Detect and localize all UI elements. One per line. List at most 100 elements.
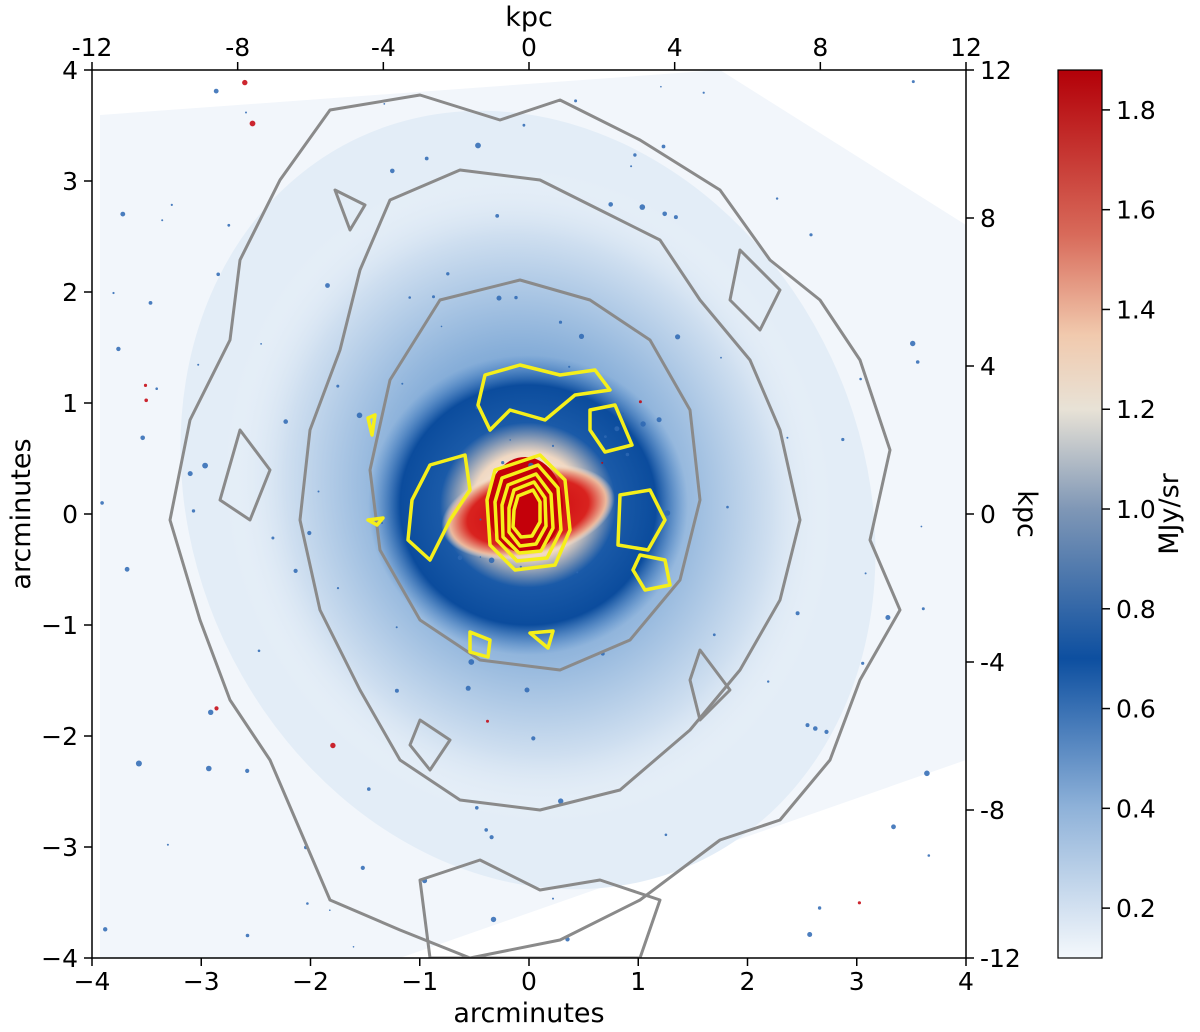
star (558, 320, 563, 324)
star (383, 103, 386, 105)
star (479, 556, 482, 558)
star (509, 439, 512, 441)
x-tick-label: −3 (183, 967, 220, 996)
star (283, 419, 289, 424)
star (726, 505, 729, 509)
star (120, 211, 126, 217)
star (924, 770, 930, 777)
star (143, 383, 148, 387)
colorbar-ticks: 0.2 0.4 0.6 0.8 1.0 1.2 1.4 1.6 1.8 (1102, 96, 1156, 923)
star (213, 88, 219, 94)
yellow-contour-core-4 (507, 480, 548, 548)
star (479, 518, 482, 521)
star (325, 283, 330, 288)
gray-contour-small-3 (408, 718, 452, 772)
kpc-right-tick-label: -12 (980, 944, 1021, 973)
yellow-contour-north-arm (476, 363, 612, 432)
gray-contours (168, 93, 902, 958)
star (576, 571, 579, 574)
star (197, 363, 200, 366)
colorbar-label: MJy/sr (1154, 472, 1185, 554)
star (531, 736, 536, 741)
star (390, 168, 395, 174)
star (859, 377, 862, 381)
star (395, 626, 398, 629)
kpc-top-tick-label: 0 (521, 33, 537, 62)
y-tick-label: 4 (62, 56, 78, 85)
y-tick-label: 1 (62, 389, 78, 418)
star (630, 165, 633, 168)
star (660, 85, 662, 88)
y-axis-right-kpc: -12 -8 -4 0 4 8 12 (966, 56, 1021, 973)
star (424, 156, 429, 161)
star (475, 142, 481, 149)
yellow-contour-core-5 (511, 488, 542, 539)
star (330, 742, 336, 749)
y-axis-left: −4 −3 −2 −1 0 1 2 3 4 (41, 56, 92, 973)
star (329, 909, 331, 911)
yellow-contour-south-knot-1 (468, 630, 492, 659)
kpc-top-tick-label: 8 (812, 33, 828, 62)
y-tick-label: 3 (62, 167, 78, 196)
colorbar-tick-label: 1.2 (1116, 395, 1156, 424)
star (911, 80, 915, 84)
kpc-right-tick-label: -8 (980, 796, 1005, 825)
star (656, 417, 662, 423)
y-tick-label: 2 (62, 278, 78, 307)
star (214, 706, 219, 711)
kpc-top-tick-label: -12 (72, 33, 113, 62)
y-tick-label: −4 (41, 944, 78, 973)
star (166, 843, 169, 846)
y-tick-label: −3 (41, 833, 78, 862)
colorbar-tick-label: 0.4 (1116, 794, 1156, 823)
star (551, 444, 555, 447)
star (664, 833, 668, 837)
star (245, 933, 250, 938)
star (144, 398, 148, 403)
kpc-right-tick-label: 4 (980, 352, 996, 381)
star (100, 501, 104, 505)
y-tick-label: −2 (41, 722, 78, 751)
star (522, 123, 526, 127)
yellow-contour-southeast-knot (631, 553, 672, 592)
colorbar-tick-label: 1.4 (1116, 295, 1156, 324)
x-tick-label: 0 (521, 967, 537, 996)
star (639, 204, 646, 210)
x-tick-label: −1 (401, 967, 438, 996)
gray-contour-west-patch (218, 428, 272, 522)
star (891, 824, 896, 830)
colorbar-tick-label: 0.8 (1116, 595, 1156, 624)
star (767, 680, 770, 683)
star (702, 91, 705, 94)
star (440, 325, 443, 328)
star (864, 572, 867, 575)
star (558, 798, 564, 804)
colorbar-tick-label: 0.2 (1116, 894, 1156, 923)
yellow-contour-east-knot (588, 403, 634, 454)
star (915, 360, 920, 364)
star (135, 760, 142, 767)
colorbar-tick-label: 0.6 (1116, 695, 1156, 724)
kpc-right-tick-label: 12 (980, 56, 1012, 85)
gray-contour-inner (368, 278, 702, 672)
star (124, 566, 130, 572)
star (484, 828, 489, 832)
right-axis-label: kpc (1011, 490, 1042, 538)
star (260, 343, 262, 345)
kpc-right-tick-label: -4 (980, 648, 1005, 677)
star (490, 916, 497, 923)
star (614, 426, 620, 432)
x-tick-label: 3 (849, 967, 865, 996)
yellow-contour-tiny-west (366, 413, 377, 437)
star (317, 490, 320, 493)
star (367, 787, 371, 791)
star (306, 902, 309, 905)
star (601, 461, 604, 464)
yellow-contour-core-3 (500, 472, 555, 555)
star (841, 437, 845, 442)
star (675, 334, 681, 340)
star (227, 223, 231, 227)
yellow-contour-core-2 (493, 463, 563, 563)
star (352, 946, 355, 948)
star (242, 79, 248, 86)
